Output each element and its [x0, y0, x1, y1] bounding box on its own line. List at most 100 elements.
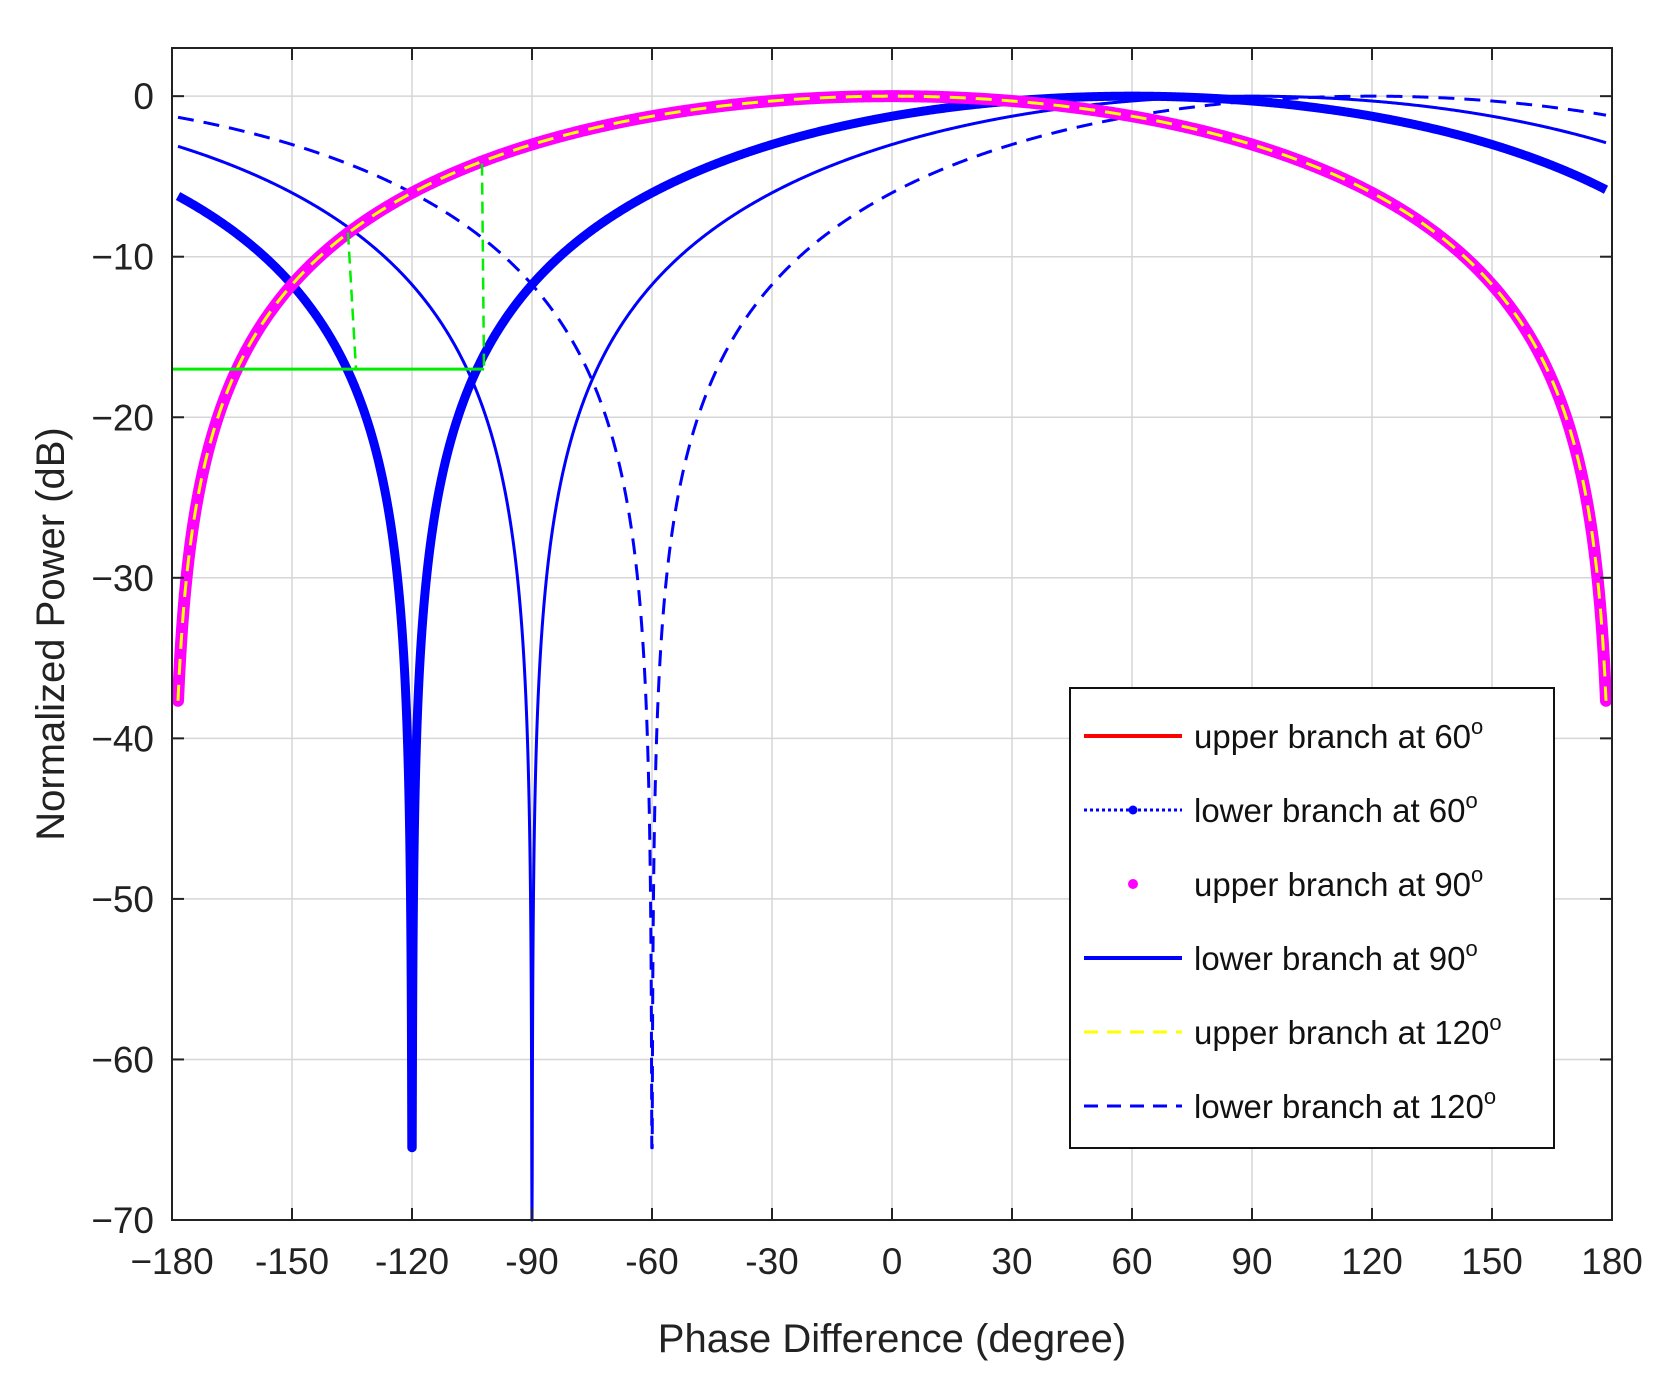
series-marker: [410, 836, 419, 845]
series-marker: [411, 784, 420, 793]
series-marker: [399, 643, 408, 652]
annotation-layer: [172, 163, 486, 371]
y-tick-label: −40: [91, 718, 154, 759]
series-lower-branch-at-60: [174, 91, 1610, 1153]
x-tick-label: 60: [1111, 1241, 1152, 1282]
y-tick-label: −70: [91, 1200, 154, 1241]
legend-item: upper branch at 90o: [1128, 862, 1483, 903]
series-marker: [408, 1017, 417, 1026]
series-marker: [411, 765, 420, 774]
legend-degree-sup: o: [1471, 714, 1483, 739]
y-tick-label: −10: [91, 237, 154, 278]
x-tick-label: 90: [1231, 1241, 1272, 1282]
series-marker: [417, 637, 426, 646]
annotation-drop-line: [346, 232, 358, 370]
series-marker: [420, 590, 429, 599]
series-marker: [413, 703, 422, 712]
series-marker: [414, 681, 423, 690]
series-marker: [403, 727, 412, 736]
series-marker: [413, 716, 422, 725]
series-marker: [402, 711, 411, 720]
y-tick-label: −30: [91, 558, 154, 599]
series-marker: [173, 696, 183, 706]
series-marker: [396, 607, 405, 616]
x-tick-label: 30: [991, 1241, 1032, 1282]
x-tick-label: -120: [375, 1241, 449, 1282]
tick-labels: −180 -150 -120 -90 -60 -30 0 30 60 90 120 150 180 0 −1…: [91, 76, 1643, 1282]
x-tick-label: −180: [130, 1241, 213, 1282]
series-marker: [410, 811, 419, 820]
series-marker: [419, 609, 428, 618]
legend-item: lower branch at 120o: [1084, 1084, 1496, 1125]
series-marker: [405, 803, 414, 812]
series-marker: [412, 746, 421, 755]
legend-item: upper branch at 60o: [1084, 714, 1483, 755]
legend-degree-sup: o: [1466, 936, 1478, 961]
y-tick-label: −20: [91, 397, 154, 438]
series-marker: [397, 620, 406, 629]
series-marker: [1601, 696, 1611, 706]
legend-degree-sup: o: [1484, 1084, 1496, 1109]
series-upper-branch-at-90-markers: [173, 623, 1611, 706]
legend-label: upper branch at 120o: [1194, 1010, 1502, 1051]
x-tick-label: 120: [1341, 1241, 1403, 1282]
series-marker: [394, 581, 403, 590]
series-marker: [407, 977, 416, 986]
series-marker: [423, 560, 432, 569]
legend-label: upper branch at 60o: [1194, 714, 1483, 755]
series-marker: [398, 634, 407, 643]
legend-degree-sup: o: [1489, 1010, 1501, 1035]
series-marker: [406, 899, 415, 908]
legend-item: lower branch at 90o: [1084, 936, 1478, 977]
legend-item: lower branch at 60o: [1084, 788, 1478, 829]
series-marker: [407, 1074, 416, 1083]
legend-degree-sup: o: [1466, 788, 1478, 813]
series-marker: [414, 692, 423, 701]
y-tick-label: −50: [91, 879, 154, 920]
x-tick-label: 180: [1581, 1241, 1643, 1282]
legend-swatch: [1128, 879, 1138, 889]
series-marker: [402, 701, 411, 710]
y-axis-title: Normalized Power (dB): [29, 427, 73, 840]
x-tick-label: -60: [625, 1241, 678, 1282]
series-marker: [398, 628, 407, 637]
series-marker: [391, 553, 400, 562]
series-marker: [418, 622, 427, 631]
y-tick-label: 0: [133, 76, 154, 117]
series-marker: [1597, 623, 1607, 633]
legend-degree-sup: o: [1471, 862, 1483, 887]
series-marker: [417, 628, 426, 637]
series-upper-branch-at-120: [176, 94, 1608, 701]
series-marker: [400, 660, 409, 669]
legend-label: lower branch at 60o: [1194, 788, 1478, 829]
series-marker: [415, 671, 424, 680]
series-marker: [401, 679, 410, 688]
x-tick-label: 150: [1461, 1241, 1523, 1282]
series-marker: [399, 649, 408, 658]
legend-label: lower branch at 90o: [1194, 936, 1478, 977]
legend-swatch-marker: [1128, 805, 1138, 815]
series-marker: [177, 623, 187, 633]
x-tick-label: -90: [505, 1241, 558, 1282]
series-layer: [172, 90, 1612, 1222]
legend-label: upper branch at 90o: [1194, 862, 1483, 903]
series-marker: [416, 653, 425, 662]
series-marker: [405, 824, 414, 833]
series-marker: [412, 731, 421, 740]
series-marker: [409, 921, 418, 930]
series-marker: [416, 644, 425, 653]
legend-box: [1069, 687, 1555, 1149]
legend-item: upper branch at 120o: [1084, 1010, 1502, 1051]
series-marker: [404, 760, 413, 769]
series-marker: [419, 602, 428, 611]
x-axis-title: Phase Difference (degree): [658, 1317, 1126, 1361]
annotation-drop-line: [480, 163, 486, 370]
series-marker: [400, 667, 409, 676]
series-marker: [409, 879, 418, 888]
x-tick-label: 0: [882, 1241, 903, 1282]
legend-label: lower branch at 120o: [1194, 1084, 1496, 1125]
series-marker: [408, 1143, 417, 1152]
series-marker: [401, 687, 410, 696]
series-lower-branch-at-60-markers: [391, 553, 432, 1152]
